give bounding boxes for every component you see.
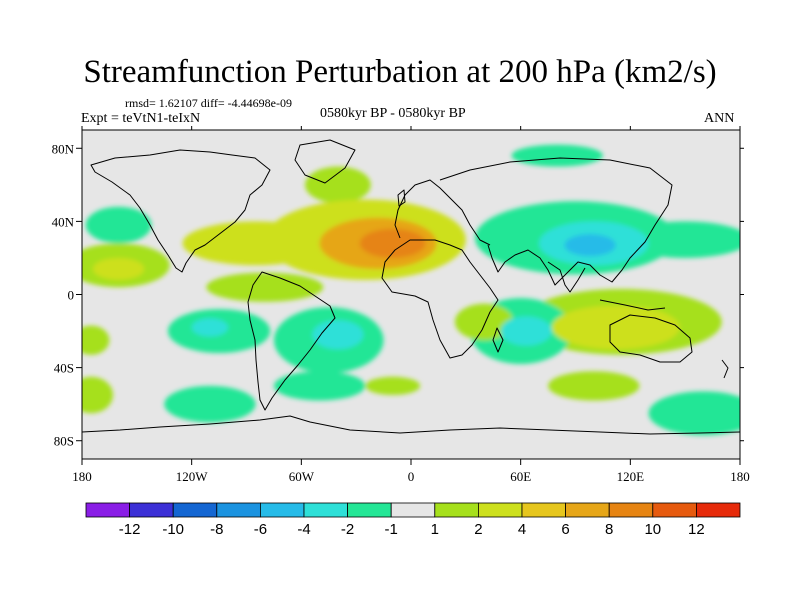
colorbar-label: -2 xyxy=(341,521,354,538)
anomaly-region xyxy=(304,166,371,204)
colorbar-label: 4 xyxy=(518,521,526,538)
colorbar-swatch xyxy=(390,502,436,518)
colorbar-swatch xyxy=(434,502,479,518)
x-tick-label: 60W xyxy=(289,469,315,484)
x-tick-label: 120W xyxy=(176,469,209,484)
anomaly-region xyxy=(359,228,426,258)
colorbar-label: 10 xyxy=(644,521,661,538)
experiment-label: Expt = teVtN1-teIxN xyxy=(81,111,201,126)
anomaly-region xyxy=(92,257,145,280)
season-label: ANN xyxy=(704,111,735,126)
anomaly-region xyxy=(164,385,256,423)
anomaly-region xyxy=(365,376,421,396)
anomaly-region xyxy=(500,316,552,346)
colorbar-label: 12 xyxy=(688,521,705,538)
anomaly-region xyxy=(273,371,366,401)
anomaly-region xyxy=(312,320,364,350)
colorbar-label: 8 xyxy=(605,521,613,538)
coastlines xyxy=(82,139,740,435)
colorbar-label: 2 xyxy=(474,521,482,538)
x-tick-label: 180 xyxy=(730,469,750,484)
anomaly-region xyxy=(551,305,680,350)
x-tick-label: 0 xyxy=(408,469,415,484)
anomaly-region xyxy=(206,272,324,302)
y-tick-label: 0 xyxy=(68,288,75,303)
colorbar-swatch xyxy=(608,502,654,518)
colorbar-label: -1 xyxy=(385,521,398,538)
colorbar-swatch xyxy=(303,502,348,518)
colorbar-label: -8 xyxy=(210,521,223,538)
anomaly-region xyxy=(191,318,229,337)
colorbar-label: -4 xyxy=(297,521,310,538)
coast-eurasia-africa xyxy=(381,239,499,359)
colorbar-label: 1 xyxy=(431,521,439,538)
colorbar-swatch xyxy=(521,502,566,518)
coast-british-isles xyxy=(397,189,406,207)
colorbar-label: -6 xyxy=(254,521,267,538)
coast-asia xyxy=(439,157,673,286)
anomaly-layer xyxy=(82,144,740,436)
colorbar-swatch xyxy=(477,502,523,518)
colorbar xyxy=(85,502,741,518)
coast-australia xyxy=(609,314,693,363)
anomaly-region xyxy=(82,376,114,414)
x-tick-label: 120E xyxy=(617,469,645,484)
chart-title: Streamfunction Perturbation at 200 hPa (… xyxy=(83,54,717,90)
x-tick-label: 180 xyxy=(72,469,92,484)
y-tick-label: 80N xyxy=(52,141,75,156)
colorbar-swatch xyxy=(696,502,741,518)
anomaly-region xyxy=(511,144,603,167)
coast-india xyxy=(547,261,586,293)
coast-new-zealand xyxy=(721,359,729,379)
y-tick-label: 40S xyxy=(54,361,74,376)
coast-antarctica xyxy=(82,415,740,435)
colorbar-swatch xyxy=(85,502,130,518)
anomaly-region xyxy=(621,221,740,258)
x-tick-label: 60E xyxy=(510,469,531,484)
colorbar-swatch xyxy=(216,502,261,518)
colorbar-swatch xyxy=(172,502,218,518)
coast-south-america xyxy=(247,271,336,411)
anomaly-region xyxy=(182,221,329,266)
colorbar-swatch xyxy=(259,502,305,518)
colorbar-swatch xyxy=(347,502,392,518)
colorbar-label: -12 xyxy=(119,521,141,538)
anomaly-region xyxy=(564,234,616,257)
period-label: 0580kyr BP - 0580kyr BP xyxy=(320,106,466,121)
anomaly-region xyxy=(82,325,110,355)
y-tick-label: 80S xyxy=(54,434,74,449)
stats-line: rmsd= 1.62107 diff= -4.44698e-09 xyxy=(125,96,292,110)
colorbar-label: -10 xyxy=(162,521,184,538)
coast-north-america xyxy=(90,149,271,273)
coast-madagascar xyxy=(492,327,504,353)
colorbar-swatch xyxy=(129,502,174,518)
coast-greenland xyxy=(294,139,356,184)
coast-indonesia xyxy=(599,299,666,311)
axis-ticks xyxy=(76,126,744,465)
anomaly-region xyxy=(548,371,640,401)
anomaly-region xyxy=(85,206,152,244)
y-tick-label: 40N xyxy=(52,214,75,229)
anomaly-region xyxy=(648,391,740,436)
colorbar-swatch xyxy=(652,502,697,518)
coast-europe xyxy=(394,179,491,246)
colorbar-swatch xyxy=(565,502,610,518)
colorbar-label: 6 xyxy=(561,521,569,538)
